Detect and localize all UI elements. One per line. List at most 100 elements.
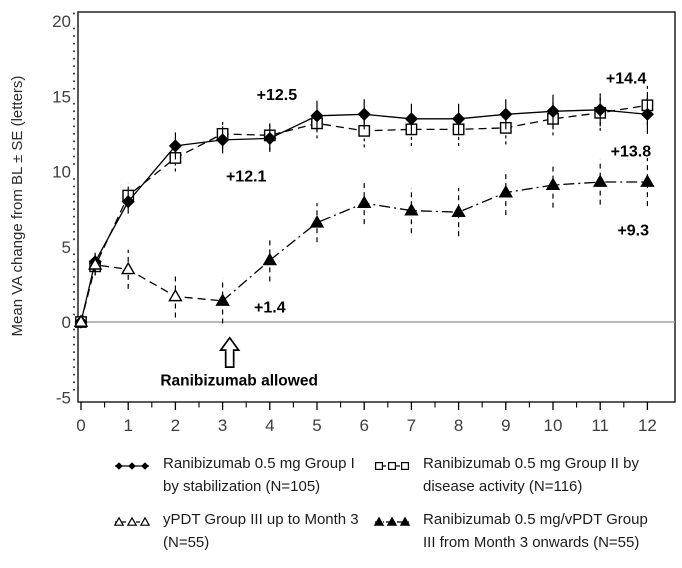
y-minor-tick-dot — [73, 65, 75, 68]
legend-marker-glyph — [399, 516, 411, 526]
y-minor-tick-dot — [73, 35, 75, 38]
y-minor-tick-dot — [73, 50, 75, 53]
series-line — [80, 264, 223, 323]
triangle-filled-marker — [451, 204, 466, 218]
legend-marker-glyph — [401, 461, 410, 471]
y-minor-tick-dot — [73, 381, 75, 384]
y-minor-tick-dot — [73, 147, 75, 150]
legend-item-ranibizumab-vpdt-group-iii: Ranibizumab 0.5 mg/vPDT Group III from Mo… — [372, 508, 682, 554]
legend-grid: Ranibizumab 0.5 mg Group I by stabilizati… — [112, 452, 682, 554]
y-minor-tick-dot — [73, 42, 75, 45]
y-minor-tick-dot — [73, 208, 75, 211]
legend-marker-glyph — [374, 461, 384, 471]
y-minor-tick-dot — [73, 260, 75, 263]
x-tick-label: 1 — [123, 416, 132, 435]
y-minor-tick-dot — [73, 238, 75, 241]
x-tick-label: 2 — [171, 416, 180, 435]
series-line — [222, 181, 648, 302]
series-ranibizumab-group-i — [74, 93, 654, 329]
diamond-filled-marker — [357, 107, 371, 121]
x-tick-label: 7 — [407, 416, 416, 435]
legend-marker-glyph — [113, 516, 125, 526]
y-minor-tick-dot — [73, 132, 75, 135]
plot-frame — [77, 11, 676, 403]
y-minor-tick-dot — [73, 193, 75, 196]
y-minor-tick-dot — [73, 388, 75, 391]
legend-label-line: Ranibizumab 0.5 mg Group I — [163, 455, 355, 472]
annotation-label: +9.3 — [617, 223, 649, 240]
y-minor-tick-dot — [73, 275, 75, 278]
y-tick-label: 0 — [62, 313, 71, 332]
x-tick-label: 8 — [454, 416, 463, 435]
y-minor-tick-dot — [73, 178, 75, 181]
y-minor-tick-dot — [73, 366, 75, 369]
x-tick-label: 6 — [359, 416, 368, 435]
triangle-open-marker — [168, 288, 183, 302]
y-tick-label: -5 — [56, 388, 71, 407]
x-axis: 0 1 2 3 4 5 6 7 8 9 10 11 12 — [76, 402, 657, 435]
series-ranibizumab-vpdt-group-iii — [215, 157, 655, 324]
triangle-filled-marker — [592, 174, 608, 187]
diamond-filled-marker — [593, 103, 607, 117]
y-minor-tick-dot — [73, 155, 75, 158]
legend-label-line: III from Month 3 onwards (N=55) — [423, 534, 640, 551]
y-minor-tick-dot — [73, 102, 75, 105]
legend-item-label: Ranibizumab 0.5 mg/vPDT Group III from Mo… — [423, 508, 648, 554]
event-arrow-label: Ranibizumab allowed — [160, 373, 318, 390]
y-minor-tick-dot — [73, 358, 75, 361]
y-minor-tick-dot — [73, 185, 75, 188]
triangle-filled-marker — [498, 184, 514, 198]
square-open-legend-marker-icon — [374, 461, 410, 471]
diamond-filled-marker — [263, 131, 277, 145]
series-ypdt-group-iii — [73, 249, 223, 327]
x-tick-label: 5 — [312, 416, 321, 435]
annotation-label: +1.4 — [254, 299, 286, 316]
diamond-filled-marker — [404, 112, 418, 126]
y-axis: -5 0 5 10 15 20 — [52, 12, 75, 407]
y-minor-tick-dot — [73, 351, 75, 354]
legend-label-line: disease activity (N=116) — [423, 478, 583, 495]
diamond-filled-marker — [452, 112, 466, 126]
x-tick-label: 12 — [638, 416, 657, 435]
annotation-label: +13.8 — [611, 144, 652, 161]
triangle-filled-marker — [309, 215, 325, 228]
y-tick-label: 15 — [52, 87, 71, 106]
triangle-open-marker — [87, 257, 103, 270]
y-minor-tick-dot — [73, 298, 75, 301]
y-minor-tick-dot — [73, 223, 75, 226]
diamond-filled-marker — [121, 195, 135, 209]
triangle-filled-marker — [404, 203, 419, 216]
legend-marker-glyph — [115, 462, 123, 470]
triangle-filled-marker — [640, 174, 655, 187]
diamond-filled-marker — [216, 133, 230, 147]
legend-label-line: Ranibizumab 0.5 mg Group II by — [423, 455, 639, 472]
legend-label-line: Ranibizumab 0.5 mg/vPDT Group — [423, 511, 648, 528]
annotation-label: +14.4 — [606, 71, 647, 88]
y-minor-tick-dot — [73, 268, 75, 271]
triangle-filled-marker — [215, 293, 230, 306]
x-tick-label: 10 — [544, 416, 563, 435]
legend-label-line: yPDT Group III up to Month 3 — [163, 511, 359, 528]
legend-label-line: (N=55) — [163, 534, 210, 551]
y-minor-tick-dot — [73, 87, 75, 90]
y-minor-tick-dot — [73, 283, 75, 286]
legend-item-ypdt-group-iii: yPDT Group III up to Month 3 (N=55) — [112, 508, 372, 554]
y-minor-tick-dot — [73, 72, 75, 75]
y-minor-tick-dot — [73, 140, 75, 143]
legend-item-ranibizumab-group-i: Ranibizumab 0.5 mg Group I by stabilizati… — [112, 452, 372, 498]
triangle-filled-marker — [356, 195, 372, 209]
y-minor-tick-dot — [73, 343, 75, 346]
y-minor-tick-dot — [73, 27, 75, 30]
triangle-filled-legend-marker-icon — [373, 516, 411, 526]
diamond-filled-marker — [640, 107, 654, 121]
y-minor-tick-dot — [73, 117, 75, 120]
series-line — [80, 109, 648, 323]
legend-marker-glyph — [373, 516, 385, 526]
y-minor-tick-dot — [73, 125, 75, 128]
x-tick-label: 11 — [591, 416, 609, 435]
triangle-open-legend-marker-icon — [113, 516, 151, 526]
diamond-filled-legend-marker-icon — [115, 462, 149, 470]
chart-canvas: 0 1 2 3 4 5 6 7 8 9 10 11 12-505101520+12.5+12.1+14.… — [52, 11, 676, 435]
annotation-label: +12.5 — [257, 87, 298, 104]
